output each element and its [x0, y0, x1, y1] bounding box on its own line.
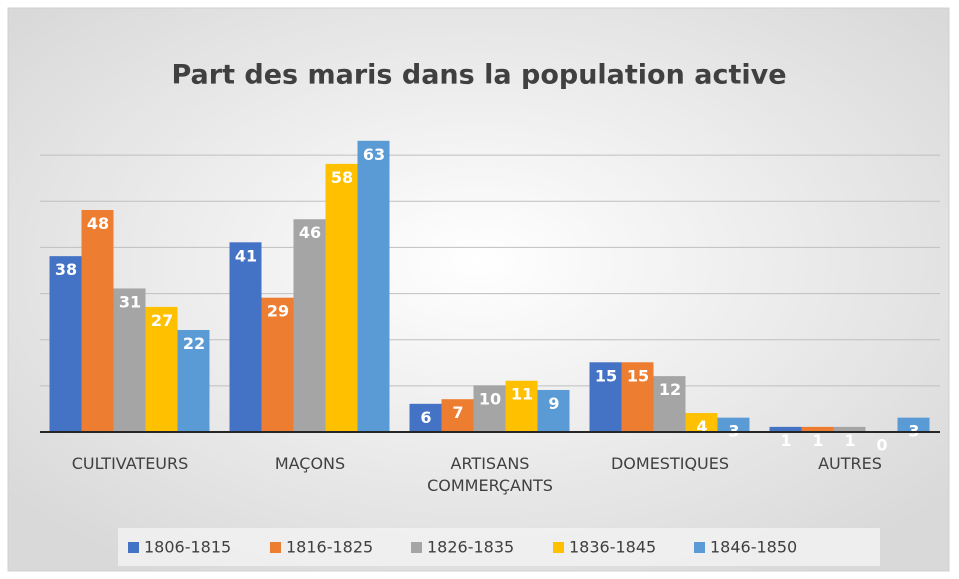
bar [293, 219, 326, 433]
x-tick-label: MAÇONS [274, 454, 346, 473]
data-label: 12 [659, 380, 681, 399]
x-tick-label: ARTISANS COMMERÇANTS [427, 454, 553, 495]
bar [177, 329, 210, 433]
data-label: 38 [55, 260, 77, 279]
bar [145, 306, 178, 433]
data-label: 27 [151, 311, 173, 330]
legend-label: 1846-1850 [710, 538, 797, 557]
data-label: 7 [452, 403, 463, 422]
data-label: 58 [331, 168, 353, 187]
data-label: 22 [183, 334, 205, 353]
data-label: 31 [119, 292, 141, 311]
legend-label: 1806-1815 [144, 538, 231, 557]
data-label: 10 [479, 389, 501, 408]
x-tick-label: AUTRES [818, 454, 882, 473]
legend-box [118, 528, 880, 566]
chart-title: Part des maris dans la population active [171, 60, 786, 91]
x-tick-label: CULTIVATEURS [71, 454, 189, 473]
bar [589, 362, 622, 433]
legend-label: 1826-1835 [427, 538, 514, 557]
legend-swatch [411, 542, 422, 553]
data-label: 1 [844, 431, 855, 450]
bar [409, 403, 442, 433]
x-tick-label: DOMESTIQUES [610, 454, 730, 473]
bar [81, 210, 114, 433]
data-label: 41 [235, 246, 257, 265]
bar [357, 140, 390, 433]
bar [325, 163, 358, 433]
legend-swatch [553, 542, 564, 553]
data-label: 63 [363, 145, 385, 164]
data-label: 11 [511, 385, 533, 404]
data-label: 6 [420, 408, 431, 427]
data-label: 46 [299, 223, 321, 242]
bar [229, 242, 262, 433]
data-label: 48 [87, 214, 109, 233]
bar [441, 399, 474, 433]
data-label: 4 [696, 417, 707, 436]
legend-swatch [694, 542, 705, 553]
bar [505, 380, 538, 433]
data-label: 1 [780, 431, 791, 450]
chart-frame [7, 7, 950, 572]
legend-label: 1836-1845 [569, 538, 656, 557]
bar [473, 385, 506, 433]
data-label: 1 [812, 431, 823, 450]
legend-swatch [128, 542, 139, 553]
data-label: 9 [548, 394, 559, 413]
data-label: 0 [876, 436, 887, 455]
data-label: 29 [267, 302, 289, 321]
bar [621, 362, 654, 433]
legend-swatch [270, 542, 281, 553]
bar [49, 256, 82, 433]
data-label: 15 [627, 366, 649, 385]
legend-label: 1816-1825 [286, 538, 373, 557]
data-label: 15 [595, 366, 617, 385]
